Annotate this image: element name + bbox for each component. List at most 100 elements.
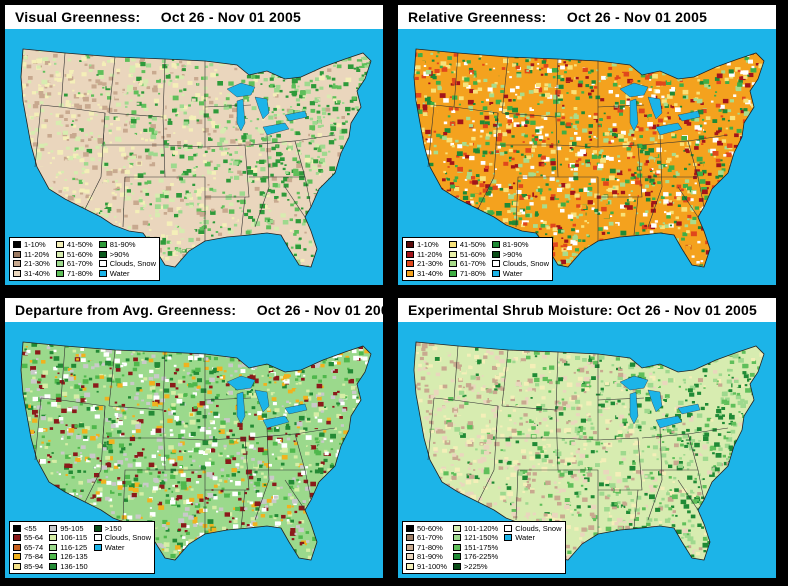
legend-label: 1-10%	[24, 240, 46, 249]
panel-title: Visual Greenness: Oct 26 - Nov 01 2005	[5, 5, 383, 29]
legend-label: Water	[104, 542, 125, 552]
legend-label: Water	[502, 268, 523, 278]
legend-label: 91-100%	[417, 561, 448, 571]
legend-label: 126-135	[60, 552, 88, 561]
legend-item: 81-90%	[98, 240, 156, 250]
legend-label: 51-60%	[459, 249, 486, 259]
legend-label: 1-10%	[417, 240, 439, 249]
legend-swatch	[448, 241, 457, 249]
legend-swatch	[55, 260, 64, 268]
great-lakes	[619, 82, 701, 136]
legend-swatch	[55, 250, 64, 258]
legend-item: Water	[504, 533, 561, 543]
us-map	[398, 27, 776, 285]
great-lakes	[226, 82, 308, 136]
legend-item: 11-20%	[406, 250, 443, 260]
legend-item: 1-10%	[406, 240, 443, 250]
legend-item: >90%	[98, 250, 156, 260]
legend-item: 81-90%	[491, 240, 549, 250]
legend-swatch	[49, 562, 58, 570]
legend-swatch	[98, 241, 107, 249]
legend-swatch	[448, 269, 457, 277]
legend-item: Clouds, Snow	[98, 259, 156, 269]
legend-swatch	[453, 524, 462, 532]
panel-title: Departure from Avg. Greenness: Oct 26 - …	[5, 298, 383, 322]
legend-item: 75-84	[13, 552, 43, 562]
legend-item: Clouds, Snow	[93, 533, 151, 543]
legend-label: Clouds, Snow	[502, 259, 549, 268]
legend-swatch	[93, 543, 102, 551]
us-map	[5, 27, 383, 285]
legend-label: 151-175%	[464, 542, 499, 552]
legend-label: 55-64	[24, 533, 44, 542]
legend-label: Clouds, Snow	[104, 533, 151, 542]
legend-item: 51-60%	[55, 250, 93, 260]
legend-label: 101-120%	[464, 523, 499, 533]
legend-item: 91-100%	[406, 562, 447, 572]
legend-swatch	[13, 241, 21, 249]
legend-label: 61-70%	[66, 259, 93, 268]
legend-swatch	[13, 543, 21, 551]
legend-label: 61-70%	[459, 259, 486, 268]
legend-label: 81-90%	[109, 240, 136, 249]
legend-label: 11-20%	[417, 249, 443, 259]
legend-item: 71-80%	[406, 543, 447, 553]
legend-swatch	[448, 260, 457, 268]
legend-item: 65-74	[13, 543, 43, 553]
legend-swatch	[406, 241, 414, 249]
legend-swatch	[13, 553, 21, 561]
legend-swatch	[49, 543, 58, 551]
legend-label: 21-30%	[24, 259, 50, 268]
state-boundaries	[34, 345, 336, 534]
legend-swatch	[491, 269, 500, 277]
great-lakes	[226, 375, 308, 429]
legend-swatch	[49, 534, 58, 542]
legend-item: 106-115	[49, 533, 88, 543]
legend-swatch	[98, 260, 107, 268]
legend-item: 61-70%	[55, 259, 93, 269]
legend-label: 75-84	[24, 552, 44, 561]
relative-greenness-map-panel: Relative Greenness: Oct 26 - Nov 01 2005…	[398, 5, 776, 285]
legend-label: 31-40%	[24, 268, 50, 278]
map-legend: <55 55-64 65-74 75-84 85-94 95-105 106-115 116-…	[9, 520, 155, 574]
legend-item: 116-125	[49, 543, 88, 553]
legend-item: 31-40%	[406, 269, 443, 279]
legend-label: Clouds, Snow	[109, 259, 156, 268]
legend-item: 61-70%	[406, 533, 447, 543]
legend-swatch	[406, 269, 414, 277]
legend-swatch	[49, 524, 58, 532]
legend-swatch	[13, 524, 21, 532]
map-legend: 50-60% 61-70% 71-80% 81-90% 91-100% 101-120% 1…	[402, 520, 566, 574]
legend-swatch	[93, 524, 102, 532]
legend-label: 71-80%	[66, 268, 93, 278]
legend-label: 85-94	[24, 561, 44, 571]
legend-label: 61-70%	[417, 533, 443, 542]
legend-label: 65-74	[24, 542, 44, 552]
us-landmass	[414, 342, 764, 560]
legend-item: 151-175%	[453, 543, 498, 553]
legend-label: 116-125	[60, 542, 88, 552]
state-boundaries	[34, 52, 336, 241]
legend-swatch	[406, 534, 414, 542]
legend-swatch	[406, 543, 414, 551]
legend-swatch	[13, 562, 21, 570]
legend-item: 31-40%	[13, 269, 50, 279]
legend-item: 41-50%	[448, 240, 486, 250]
legend-item: 95-105	[49, 524, 88, 534]
legend-label: 50-60%	[417, 523, 443, 533]
legend-item: >150	[93, 524, 151, 534]
legend-label: 81-90%	[502, 240, 529, 249]
visual-greenness-map-panel: Visual Greenness: Oct 26 - Nov 01 2005 1…	[5, 5, 383, 285]
legend-label: 81-90%	[417, 552, 443, 561]
legend-swatch	[93, 534, 102, 542]
legend-item: Water	[93, 542, 151, 553]
legend-item: 41-50%	[55, 240, 93, 250]
departure-greenness-map-panel: Departure from Avg. Greenness: Oct 26 - …	[5, 298, 383, 578]
legend-label: Water	[109, 268, 130, 278]
legend-swatch	[406, 562, 414, 570]
legend-label: Water	[515, 533, 535, 542]
legend-label: 95-105	[60, 523, 84, 533]
legend-item: 51-60%	[448, 249, 486, 260]
legend-swatch	[406, 553, 414, 561]
legend-label: <55	[24, 523, 37, 533]
